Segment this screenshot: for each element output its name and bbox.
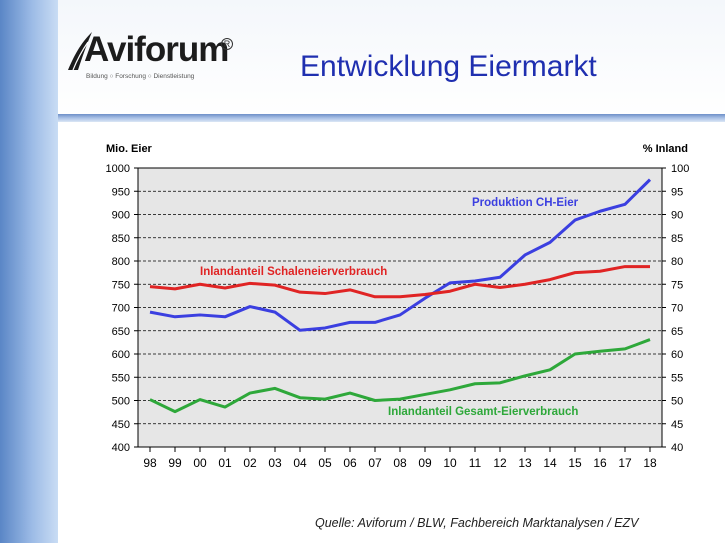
logo-wordmark: Aviforum — [84, 30, 229, 69]
series-label: Produktion CH-Eier — [472, 197, 579, 209]
left-tick-label: 750 — [112, 279, 130, 291]
right-tick-label: 75 — [671, 279, 683, 291]
right-tick-label: 95 — [671, 186, 683, 198]
left-tick-label: 700 — [112, 303, 130, 315]
x-tick-label: 16 — [593, 456, 607, 470]
x-tick-label: 06 — [343, 456, 357, 470]
logo-tagline: Bildung ○ Forschung ○ Dienstleistung — [86, 73, 195, 80]
right-tick-label: 70 — [671, 303, 683, 315]
right-tick-label: 100 — [671, 163, 689, 175]
left-tick-label: 800 — [112, 256, 130, 268]
x-tick-label: 15 — [568, 456, 582, 470]
left-axis-label: Mio. Eier — [106, 143, 153, 155]
aviforum-logo: Aviforum R Bildung ○ Forschung ○ Dienstl… — [64, 26, 264, 86]
left-tick-label: 650 — [112, 326, 130, 338]
x-tick-label: 98 — [143, 456, 157, 470]
series-label: Inlandanteil Gesamt-Eierverbrauch — [388, 406, 578, 418]
series-label: Inlandanteil Schaleneierverbrauch — [200, 266, 387, 278]
x-tick-label: 12 — [493, 456, 507, 470]
series-line-2 — [149, 338, 651, 414]
x-tick-label: 14 — [543, 456, 557, 470]
source-note: Quelle: Aviforum / BLW, Fachbereich Mark… — [315, 516, 639, 530]
x-tick-label: 18 — [643, 456, 657, 470]
page-title: Entwicklung Eiermarkt — [300, 50, 597, 83]
x-tick-label: 07 — [368, 456, 382, 470]
x-tick-label: 03 — [268, 456, 282, 470]
right-axis-label: % Inland — [643, 143, 688, 155]
x-tick-label: 05 — [318, 456, 332, 470]
left-tick-label: 600 — [112, 349, 130, 361]
header-band — [58, 0, 725, 116]
right-tick-label: 55 — [671, 372, 683, 384]
right-tick-label: 65 — [671, 326, 683, 338]
x-tick-label: 02 — [243, 456, 257, 470]
left-tick-label: 1000 — [106, 163, 130, 175]
series-line-0 — [149, 178, 652, 332]
right-tick-label: 80 — [671, 256, 683, 268]
left-tick-label: 500 — [112, 396, 130, 408]
left-tick-label: 450 — [112, 419, 130, 431]
right-tick-label: 60 — [671, 349, 683, 361]
x-tick-label: 01 — [218, 456, 232, 470]
x-tick-label: 09 — [418, 456, 432, 470]
left-tick-label: 950 — [112, 186, 130, 198]
right-tick-label: 45 — [671, 419, 683, 431]
left-tick-label: 400 — [112, 442, 130, 454]
x-tick-label: 17 — [618, 456, 632, 470]
left-tick-label: 550 — [112, 372, 130, 384]
right-tick-label: 90 — [671, 210, 683, 222]
right-tick-label: 85 — [671, 233, 683, 245]
x-tick-label: 08 — [393, 456, 407, 470]
x-tick-label: 00 — [193, 456, 207, 470]
series-line-1 — [149, 265, 650, 299]
x-tick-label: 04 — [293, 456, 307, 470]
x-tick-label: 13 — [518, 456, 532, 470]
registered-icon: R — [221, 38, 233, 50]
right-tick-label: 50 — [671, 396, 683, 408]
header-divider — [58, 114, 725, 122]
left-tick-label: 850 — [112, 233, 130, 245]
x-tick-label: 99 — [168, 456, 182, 470]
left-tick-label: 900 — [112, 210, 130, 222]
side-accent-bar — [0, 0, 58, 543]
logo-feather-icon — [68, 32, 92, 71]
x-tick-label: 10 — [443, 456, 457, 470]
x-tick-label: 11 — [469, 456, 482, 470]
right-tick-label: 40 — [671, 442, 683, 454]
